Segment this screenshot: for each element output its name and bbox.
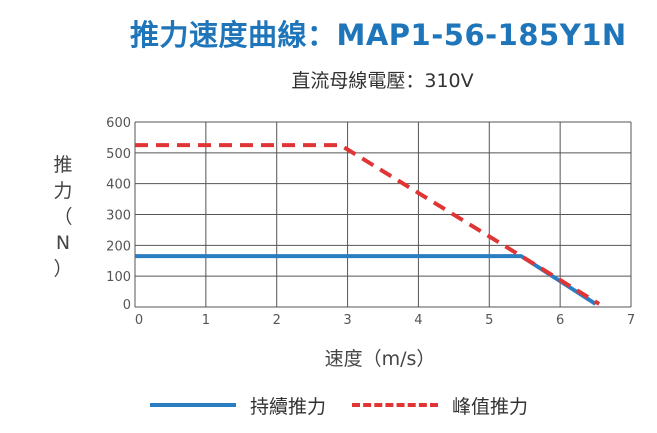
x-axis-label: 速度（m/s） bbox=[324, 348, 436, 370]
y-axis-label: 推力（N） bbox=[53, 154, 73, 280]
x-tick-label: 7 bbox=[627, 313, 635, 328]
legend-label-peak: 峰值推力 bbox=[452, 395, 529, 418]
y-tick-label: 500 bbox=[106, 147, 131, 162]
chart-title: 推力速度曲線：MAP1-56-185Y1N bbox=[130, 18, 627, 52]
chart-subtitle: 直流母線電壓：310V bbox=[291, 70, 474, 92]
x-tick-label: 3 bbox=[343, 313, 351, 328]
legend-item-continuous: 持續推力 bbox=[150, 392, 326, 419]
legend-item-peak: 峰值推力 bbox=[352, 392, 528, 419]
x-tick-label: 2 bbox=[273, 313, 281, 328]
series-line-continuous bbox=[135, 254, 597, 306]
legend-swatch-peak bbox=[352, 403, 439, 407]
x-tick-label: 1 bbox=[202, 313, 210, 328]
x-tick-label: 4 bbox=[414, 313, 422, 328]
x-tick-label: 6 bbox=[556, 313, 564, 328]
x-tick-label: 0 bbox=[135, 313, 143, 328]
y-tick-label: 400 bbox=[106, 178, 131, 193]
y-tick-label: 600 bbox=[106, 116, 131, 131]
y-tick-label: 100 bbox=[106, 270, 131, 285]
legend-swatch-continuous bbox=[150, 403, 236, 407]
x-tick-label: 5 bbox=[485, 313, 493, 328]
legend-label-continuous: 持續推力 bbox=[250, 395, 327, 418]
y-tick-label: 200 bbox=[106, 239, 131, 254]
series-line-peak bbox=[135, 143, 601, 306]
y-tick-label: 300 bbox=[106, 209, 131, 224]
y-tick-label: 0 bbox=[123, 298, 131, 313]
legend: 持續推力 峰值推力 bbox=[150, 391, 554, 419]
